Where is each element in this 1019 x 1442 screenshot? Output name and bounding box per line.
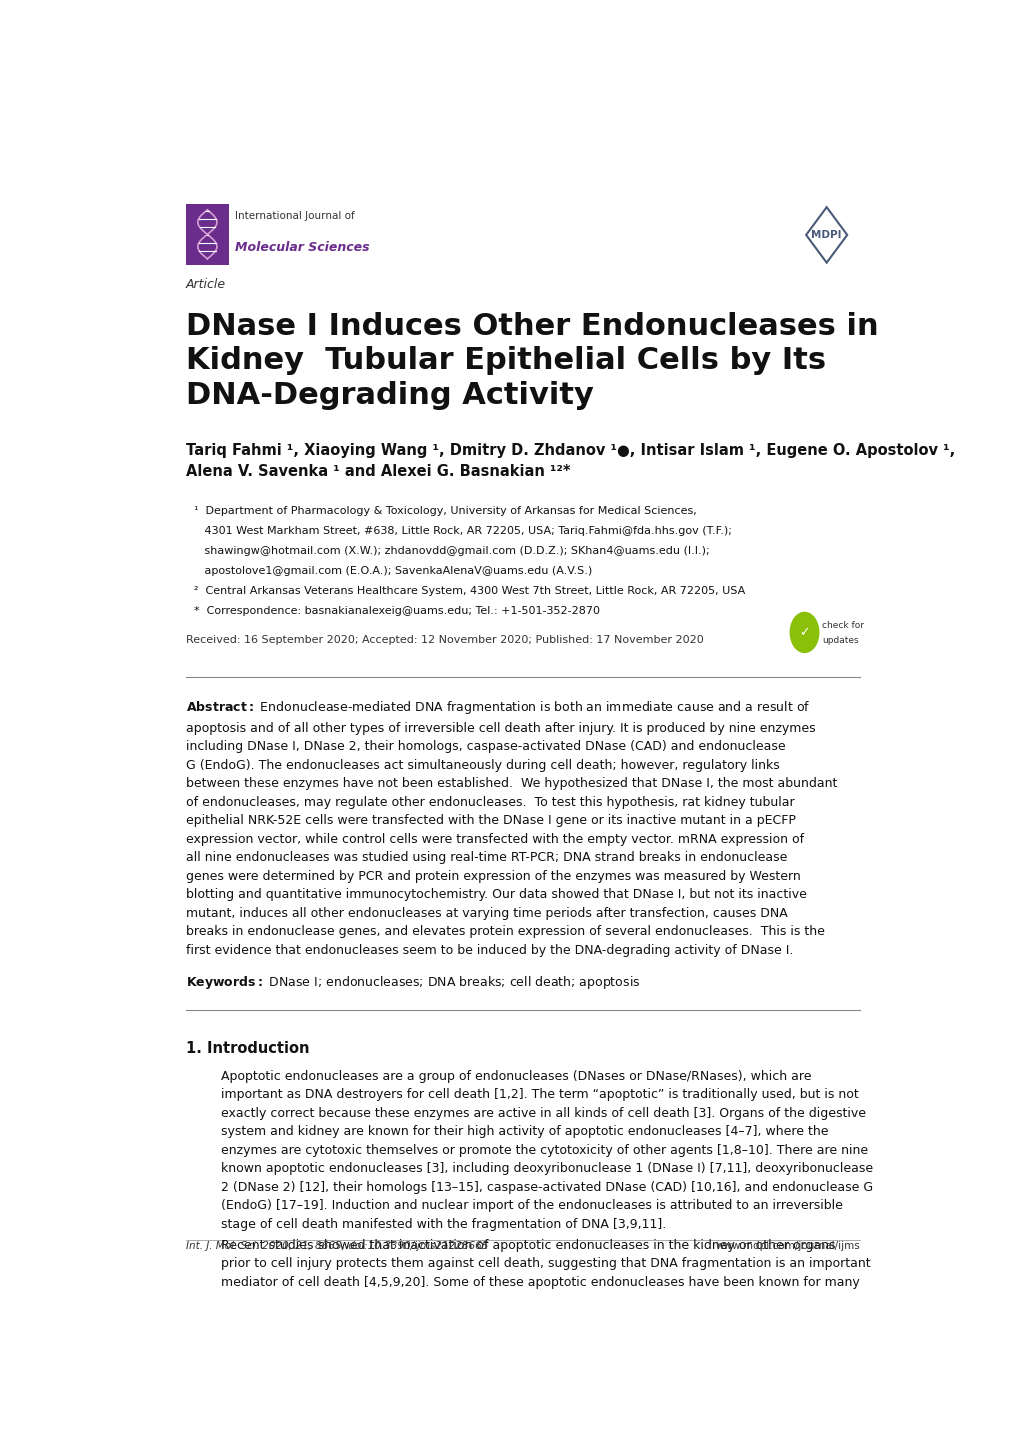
Text: Article: Article — [185, 278, 225, 291]
Text: MDPI: MDPI — [811, 229, 841, 239]
Circle shape — [790, 613, 818, 652]
Text: Apoptotic endonucleases are a group of endonucleases (DNases or DNase/RNases), w: Apoptotic endonucleases are a group of e… — [221, 1070, 872, 1231]
Text: DNase I Induces Other Endonucleases in
Kidney  Tubular Epithelial Cells by Its
D: DNase I Induces Other Endonucleases in K… — [185, 311, 877, 410]
Text: check for: check for — [821, 622, 863, 630]
Text: Received: 16 September 2020; Accepted: 12 November 2020; Published: 17 November : Received: 16 September 2020; Accepted: 1… — [185, 634, 703, 645]
Text: Recent studies showed that inactivation of apoptotic endonucleases in the kidney: Recent studies showed that inactivation … — [221, 1239, 870, 1289]
Text: apostolove1@gmail.com (E.O.A.); SavenkaAlenaV@uams.edu (A.V.S.): apostolove1@gmail.com (E.O.A.); SavenkaA… — [194, 565, 591, 575]
Text: $\bf{Keywords:}$ DNase I; endonucleases; DNA breaks; cell death; apoptosis: $\bf{Keywords:}$ DNase I; endonucleases;… — [185, 975, 640, 992]
Text: 1. Introduction: 1. Introduction — [185, 1041, 309, 1056]
Text: ²  Central Arkansas Veterans Healthcare System, 4300 West 7th Street, Little Roc: ² Central Arkansas Veterans Healthcare S… — [194, 585, 744, 596]
Text: 4301 West Markham Street, #638, Little Rock, AR 72205, USA; Tariq.Fahmi@fda.hhs.: 4301 West Markham Street, #638, Little R… — [194, 526, 731, 536]
Bar — [185, 203, 229, 265]
Text: updates: updates — [821, 636, 858, 645]
Text: Tariq Fahmi ¹, Xiaoying Wang ¹, Dmitry D. Zhdanov ¹●, Intisar Islam ¹, Eugene O.: Tariq Fahmi ¹, Xiaoying Wang ¹, Dmitry D… — [185, 443, 954, 479]
Text: ¹  Department of Pharmacology & Toxicology, University of Arkansas for Medical S: ¹ Department of Pharmacology & Toxicolog… — [194, 506, 696, 516]
Text: *  Correspondence: basnakianalexeig@uams.edu; Tel.: +1-501-352-2870: * Correspondence: basnakianalexeig@uams.… — [194, 606, 599, 616]
Text: ✓: ✓ — [799, 626, 809, 639]
Text: $\bf{Abstract:}$ Endonuclease-mediated DNA fragmentation is both an immediate ca: $\bf{Abstract:}$ Endonuclease-mediated D… — [185, 699, 837, 956]
Text: shawingw@hotmail.com (X.W.); zhdanovdd@gmail.com (D.D.Z.); SKhan4@uams.edu (I.I.: shawingw@hotmail.com (X.W.); zhdanovdd@g… — [194, 547, 708, 555]
Text: www.mdpi.com/journal/ijms: www.mdpi.com/journal/ijms — [714, 1242, 859, 1252]
Text: International Journal of: International Journal of — [235, 211, 355, 221]
Text: Molecular Sciences: Molecular Sciences — [235, 241, 370, 254]
Text: Int. J. Mol. Sci. 2020, 21, 8665; doi:10.3390/ijms21228665: Int. J. Mol. Sci. 2020, 21, 8665; doi:10… — [185, 1242, 487, 1252]
